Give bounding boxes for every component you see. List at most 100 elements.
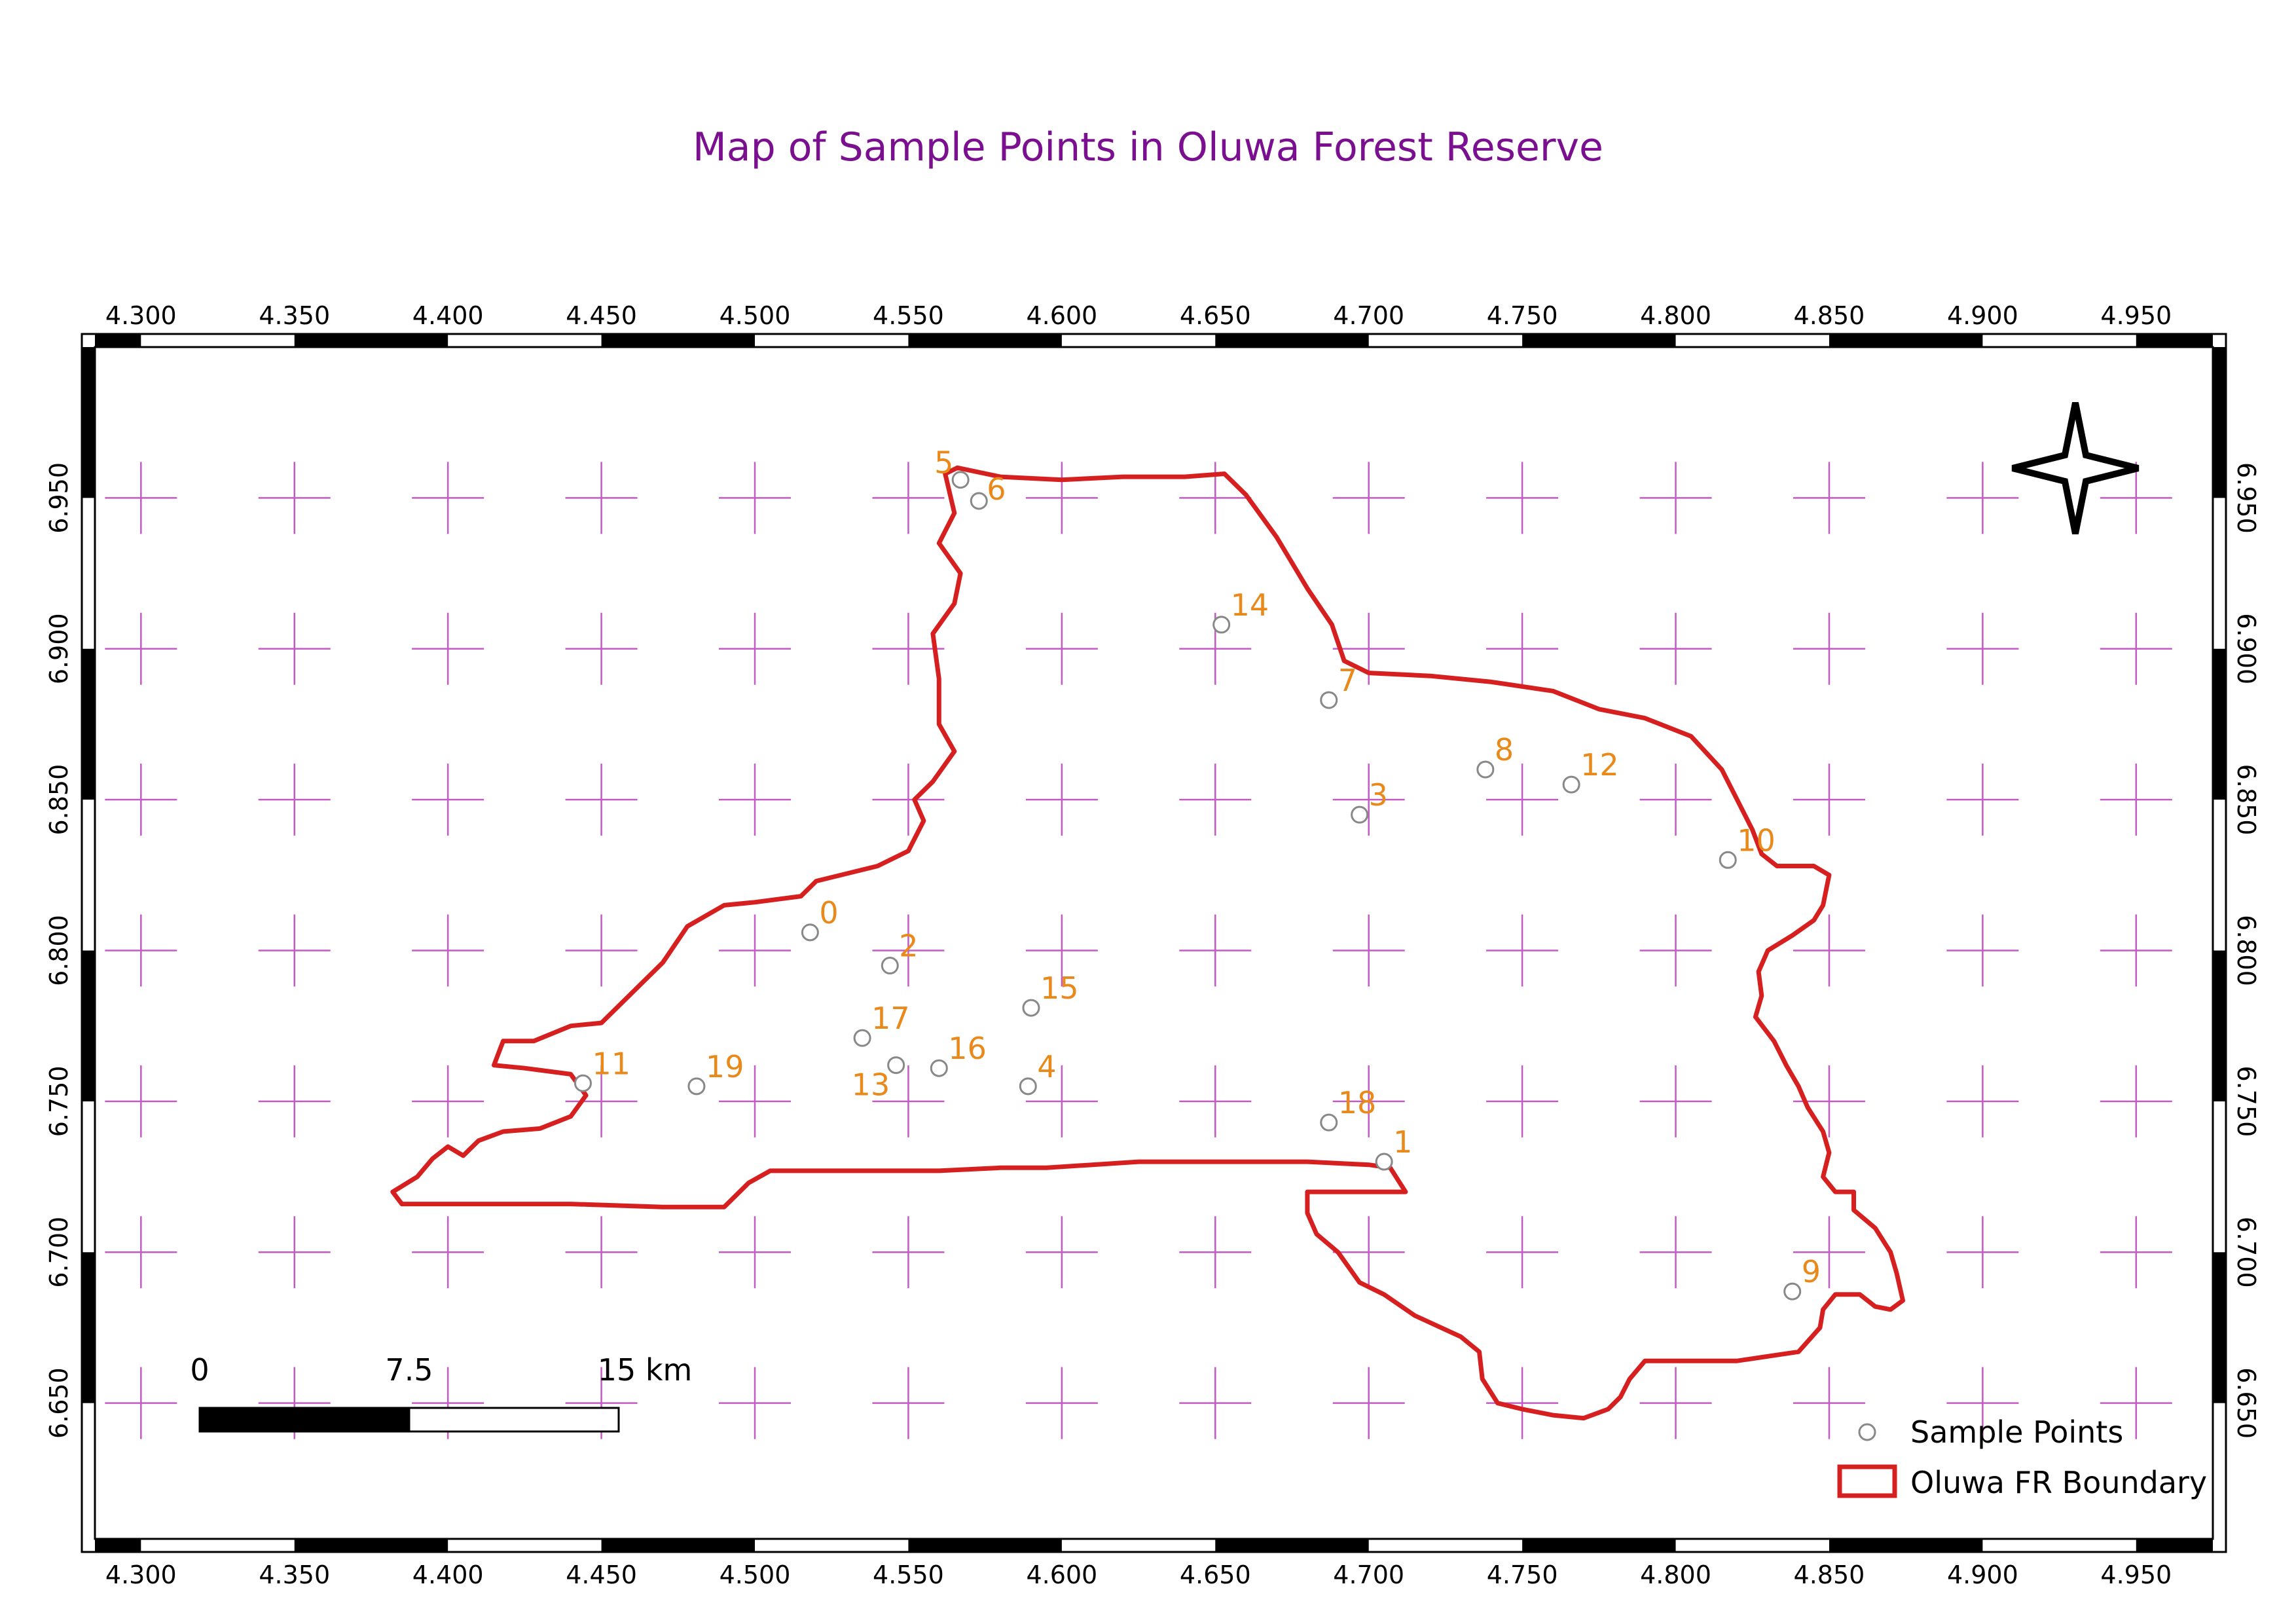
frame-bar-bottom (95, 1539, 141, 1552)
x-tick-label-bottom: 4.600 (1026, 1560, 1097, 1589)
sample-point-label-9: 9 (1802, 1254, 1821, 1289)
sample-point-label-11: 11 (592, 1046, 630, 1081)
frame-bar-left (82, 648, 95, 800)
x-tick-label-top: 4.850 (1794, 301, 1865, 330)
frame-bar-left (82, 950, 95, 1101)
x-tick-label-top: 4.700 (1333, 301, 1404, 330)
frame-bar-top (601, 334, 756, 347)
sample-point-label-8: 8 (1495, 732, 1514, 767)
legend-boundary-symbol (1837, 1464, 1897, 1498)
x-tick-label-top: 4.800 (1640, 301, 1711, 330)
y-tick-label-right: 6.750 (2232, 1066, 2261, 1137)
forest-reserve-boundary (390, 465, 1905, 1421)
y-tick-label-left: 6.700 (45, 1217, 73, 1288)
sample-point-11 (574, 1074, 592, 1092)
x-tick-label-bottom: 4.450 (566, 1560, 637, 1589)
x-tick-label-bottom: 4.350 (259, 1560, 330, 1589)
scale-label-0: 0 (190, 1352, 209, 1388)
x-tick-label-top: 4.400 (412, 301, 484, 330)
sample-point-label-7: 7 (1338, 663, 1357, 698)
sample-point-0 (801, 923, 819, 942)
y-tick-label-left: 6.750 (45, 1066, 73, 1137)
frame-bar-right (2213, 1252, 2226, 1403)
map-title: Map of Sample Points in Oluwa Forest Res… (693, 124, 1603, 170)
frame-bar-bottom (1829, 1539, 1983, 1552)
y-tick-label-left: 6.900 (45, 613, 73, 684)
x-tick-label-top: 4.300 (105, 301, 177, 330)
sample-point-label-15: 15 (1040, 970, 1079, 1006)
frame-bar-top (294, 334, 448, 347)
sample-point-9 (1783, 1282, 1802, 1301)
sample-point-5 (951, 471, 970, 489)
sample-point-15 (1022, 999, 1040, 1017)
sample-point-label-3: 3 (1369, 777, 1388, 813)
frame-bar-bottom (1522, 1539, 1676, 1552)
sample-point-7 (1320, 691, 1338, 709)
scale-label-mid: 7.5 (385, 1352, 433, 1388)
sample-point-label-4: 4 (1037, 1049, 1056, 1084)
frame-bar-top (908, 334, 1062, 347)
y-tick-label-right: 6.900 (2232, 613, 2261, 684)
y-tick-label-right: 6.950 (2232, 462, 2261, 534)
sample-point-label-2: 2 (899, 929, 918, 964)
frame-inner (94, 346, 2214, 1540)
legend: Sample Points Oluwa FR Boundary (1837, 1414, 2207, 1500)
sample-point-label-0: 0 (819, 895, 838, 931)
frame-bar-right (2213, 950, 2226, 1101)
x-tick-label-bottom: 4.900 (1947, 1560, 2018, 1589)
x-tick-label-top: 4.750 (1487, 301, 1558, 330)
coordinate-labels: 4.300 4.300 4.350 4.350 4.400 4.400 4.450 4.450… (45, 301, 2261, 1589)
legend-sample-points-label: Sample Points (1910, 1414, 2123, 1450)
sample-point-10 (1719, 851, 1737, 869)
frame-bar-top (1829, 334, 1983, 347)
frame-bar-top (95, 334, 141, 347)
frame-bar-left (82, 347, 95, 498)
x-tick-label-bottom: 4.700 (1333, 1560, 1404, 1589)
x-tick-label-bottom: 4.300 (105, 1560, 177, 1589)
sample-point-label-6: 6 (987, 471, 1006, 507)
sample-point-label-5: 5 (934, 445, 953, 481)
scale-bar-white-segment (408, 1407, 620, 1433)
y-tick-label-right: 6.700 (2232, 1217, 2261, 1288)
x-tick-label-bottom: 4.850 (1794, 1560, 1865, 1589)
y-tick-label-left: 6.650 (45, 1367, 73, 1439)
sample-point-1 (1375, 1153, 1393, 1171)
north-arrow-icon (2011, 402, 2140, 534)
sample-point-8 (1476, 760, 1495, 779)
legend-boundary-label: Oluwa FR Boundary (1910, 1465, 2207, 1500)
scale-label-end: 15 km (598, 1352, 693, 1388)
frame-bar-top (1215, 334, 1369, 347)
legend-point-symbol (1858, 1423, 1876, 1441)
x-tick-label-bottom: 4.400 (412, 1560, 484, 1589)
sample-point-label-18: 18 (1338, 1085, 1377, 1120)
x-tick-label-bottom: 4.550 (873, 1560, 944, 1589)
y-tick-label-left: 6.800 (45, 915, 73, 986)
frame-outer (81, 333, 2227, 1553)
x-tick-label-top: 4.550 (873, 301, 944, 330)
x-tick-label-bottom: 4.800 (1640, 1560, 1711, 1589)
frame-bar-top (1522, 334, 1676, 347)
x-tick-label-top: 4.650 (1180, 301, 1251, 330)
frame-bar-left (82, 1252, 95, 1403)
x-tick-label-bottom: 4.950 (2100, 1560, 2172, 1589)
sample-point-13 (887, 1056, 905, 1075)
sample-point-19 (687, 1077, 706, 1096)
x-tick-label-top: 4.600 (1026, 301, 1097, 330)
sample-point-label-13: 13 (852, 1067, 890, 1103)
x-tick-label-top: 4.900 (1947, 301, 2018, 330)
sample-point-label-16: 16 (948, 1031, 987, 1066)
sample-point-label-17: 17 (871, 1001, 910, 1036)
sample-point-label-1: 1 (1393, 1124, 1412, 1160)
sample-point-4 (1019, 1077, 1037, 1096)
y-tick-label-right: 6.850 (2232, 764, 2261, 836)
y-tick-label-left: 6.950 (45, 462, 73, 534)
sample-point-16 (930, 1059, 948, 1077)
x-tick-label-top: 4.950 (2100, 301, 2172, 330)
scale-bar-black-segment (198, 1407, 410, 1433)
x-tick-label-top: 4.350 (259, 301, 330, 330)
x-tick-label-top: 4.500 (720, 301, 791, 330)
frame-bar-top (2136, 334, 2213, 347)
frame-bar-bottom (294, 1539, 448, 1552)
sample-point-2 (881, 957, 899, 975)
